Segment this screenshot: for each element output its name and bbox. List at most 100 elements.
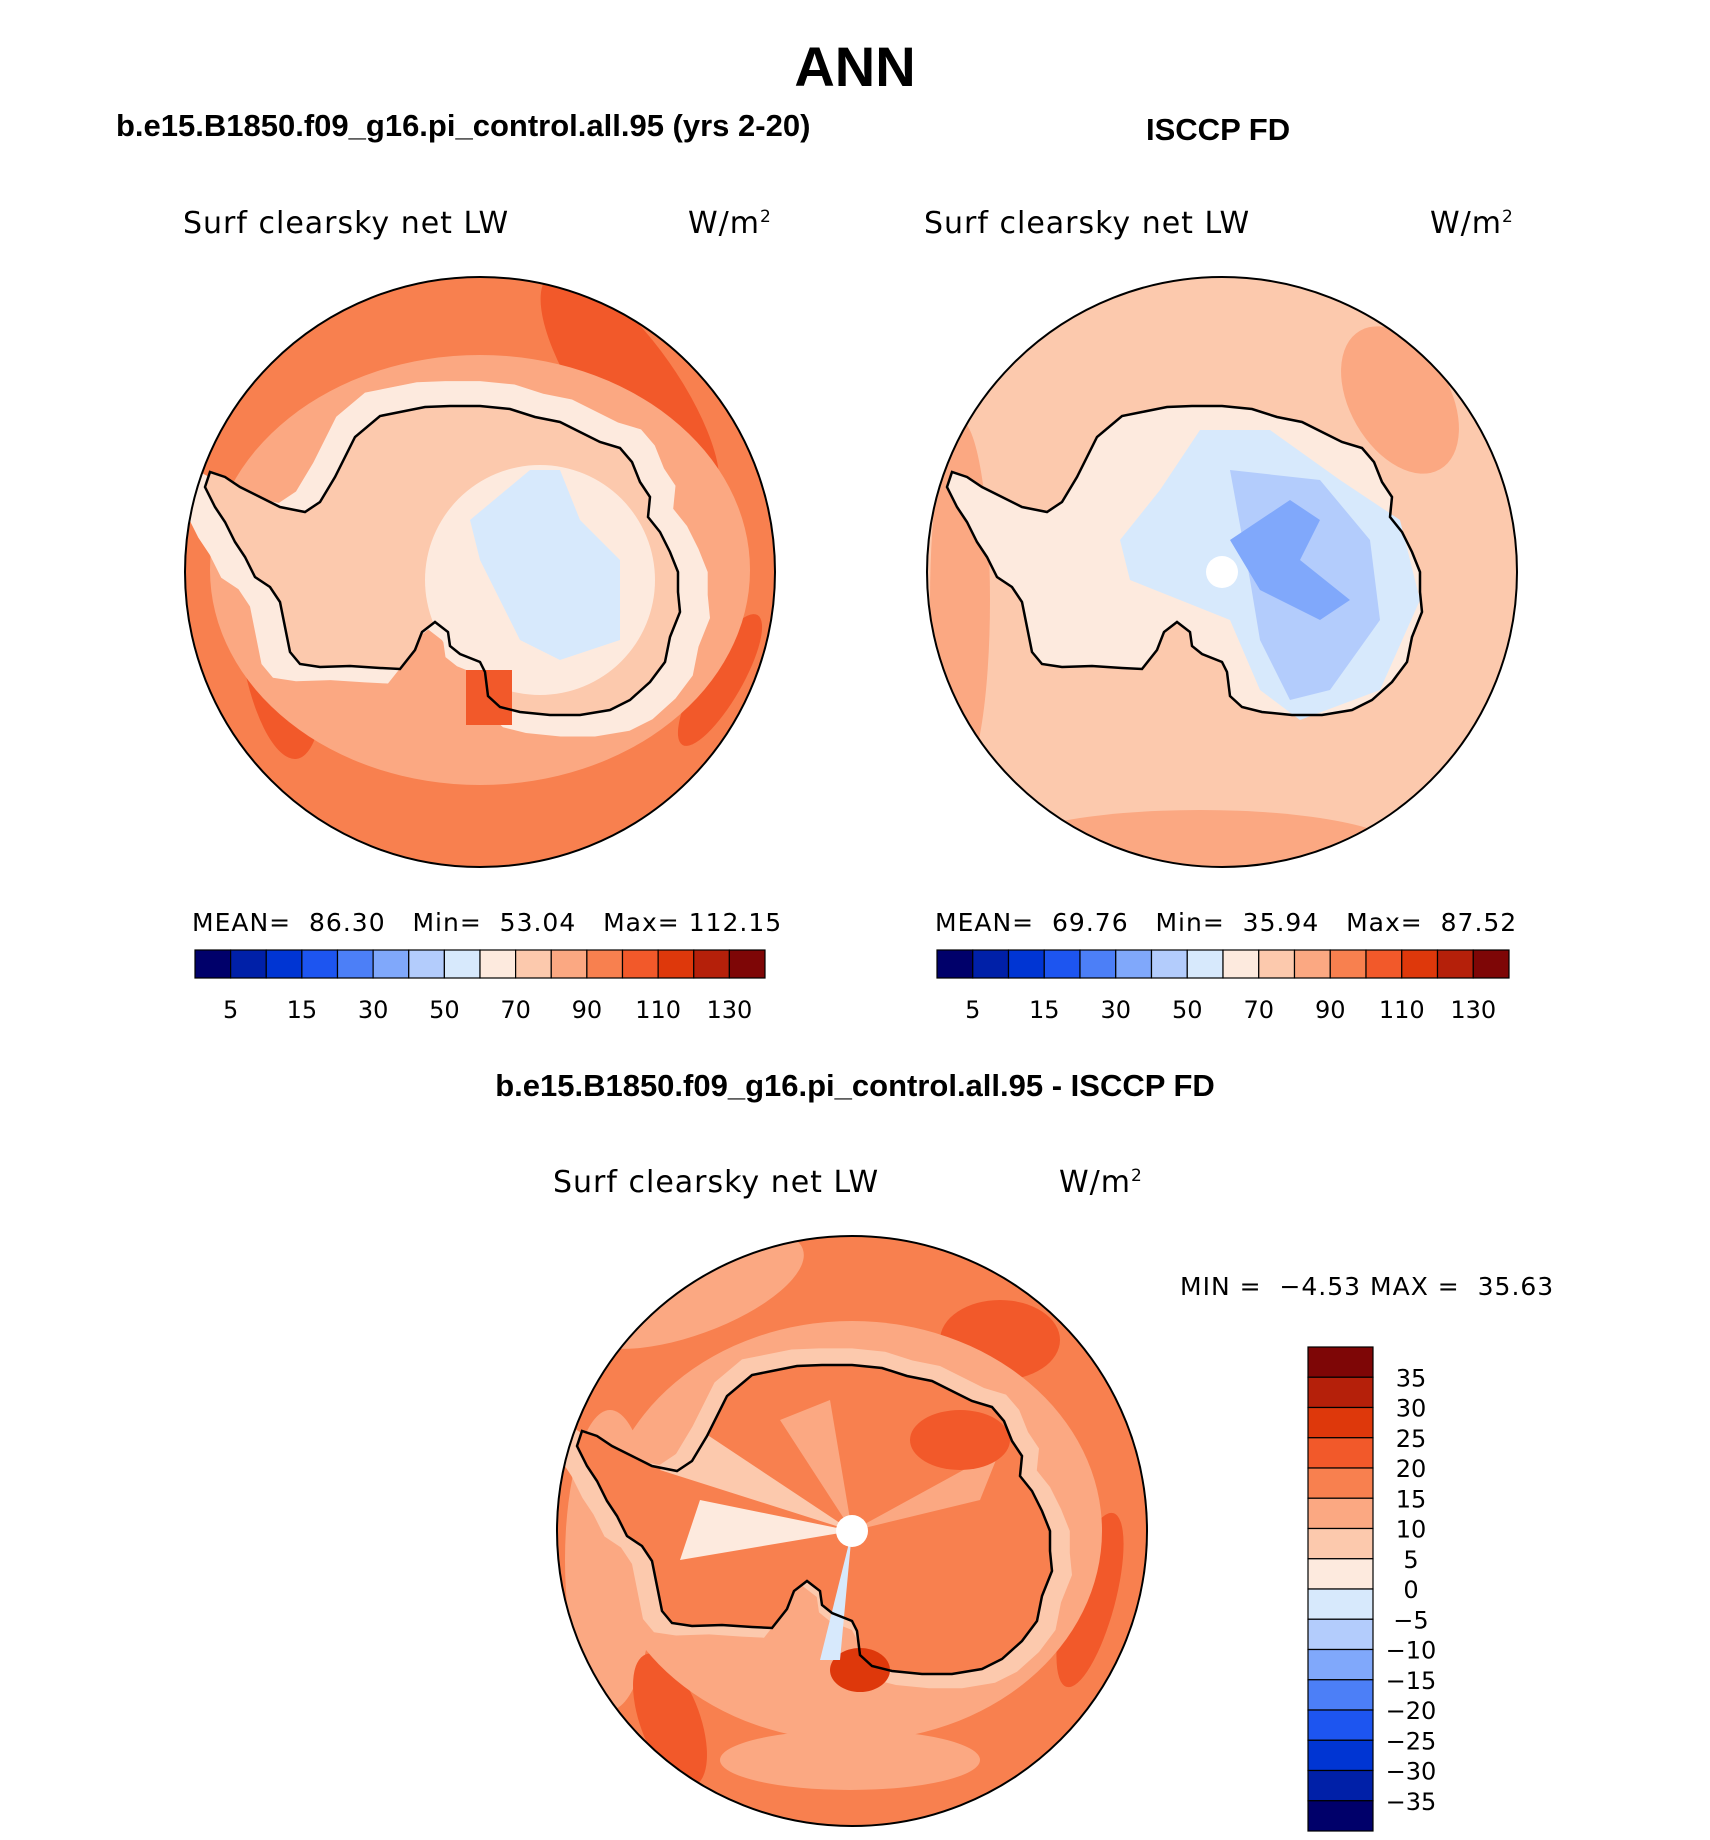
colorbar-obs-tick-label: 70 — [1243, 996, 1274, 1024]
colorbar-diff-tick-label: −30 — [1386, 1758, 1437, 1786]
pole-hole-diff — [836, 1515, 868, 1547]
colorbar-obs-tick-label: 50 — [1172, 996, 1203, 1024]
colorbar-obs-swatch — [1329, 949, 1367, 979]
diff-units: W/m2 — [1059, 1165, 1143, 1200]
colorbar-diff-tick-label: 20 — [1396, 1455, 1427, 1483]
colorbar-model-tick-label: 5 — [223, 996, 238, 1024]
colorbar-obs-tick-label: 15 — [1029, 996, 1060, 1024]
panel-obs-stats: MEAN= 69.76 Min= 35.94 Max= 87.52 — [935, 908, 1518, 937]
colorbar-diff-swatch — [1307, 1527, 1374, 1560]
colorbar-diff-tick-label: −15 — [1386, 1667, 1437, 1695]
colorbar-obs-swatch — [1365, 949, 1403, 979]
colorbar-diff-tick-label: 15 — [1396, 1485, 1427, 1513]
colorbar-obs-swatch — [1043, 949, 1081, 979]
colorbar-obs-swatch — [1186, 949, 1224, 979]
colorbar-model-swatch — [372, 949, 410, 979]
diff-variable: Surf clearsky net LW — [553, 1165, 880, 1200]
map-obs — [926, 276, 1518, 868]
colorbar-obs-tick-label: 90 — [1315, 996, 1346, 1024]
panel-obs-title: ISCCP FD — [1146, 112, 1291, 147]
colorbar-diff-tick-label: 10 — [1396, 1516, 1427, 1544]
map-model — [184, 276, 776, 868]
colorbar-obs: 5 15 30 50 70 90 110 130 — [936, 949, 1510, 1024]
colorbar-diff-swatch — [1307, 1648, 1374, 1681]
colorbar-diff-swatch — [1307, 1406, 1374, 1439]
colorbar-obs-swatch — [1401, 949, 1439, 979]
colorbar-model-tick-label: 130 — [706, 996, 752, 1024]
colorbar-obs-swatch — [972, 949, 1010, 979]
pole-hole-obs — [1206, 556, 1238, 588]
panel-model-stats: MEAN= 86.30 Min= 53.04 Max= 112.15 — [192, 908, 783, 937]
colorbar-obs-tick-label: 30 — [1100, 996, 1131, 1024]
colorbar-model-swatch — [194, 949, 232, 979]
panel-obs-units: W/m2 — [1430, 206, 1514, 241]
colorbar-model-swatch — [550, 949, 588, 979]
colorbar-model-swatch — [265, 949, 303, 979]
colorbar-obs-swatch — [1222, 949, 1260, 979]
colorbar-obs-swatch — [1293, 949, 1331, 979]
colorbar-obs-swatch — [1007, 949, 1045, 979]
colorbar-diff-tick-label: 0 — [1403, 1576, 1418, 1604]
colorbar-diff-swatch — [1307, 1437, 1374, 1469]
map-diff — [556, 1235, 1148, 1827]
colorbar-model-swatch — [301, 949, 339, 979]
colorbar-obs-swatch — [1115, 949, 1153, 979]
panel-obs-variable: Surf clearsky net LW — [924, 206, 1251, 241]
colorbar-model: 5 15 30 50 70 90 110 130 — [194, 949, 766, 1024]
colorbar-diff-swatch — [1307, 1376, 1374, 1409]
colorbar-diff-tick-label: 5 — [1403, 1546, 1418, 1574]
colorbar-model-swatch — [408, 949, 445, 979]
colorbar-diff-swatch — [1307, 1558, 1374, 1590]
colorbar-model-swatch — [693, 949, 730, 979]
colorbar-diff-swatch — [1307, 1709, 1374, 1741]
colorbar-diff-tick-label: 30 — [1396, 1395, 1427, 1423]
colorbar-obs-swatch — [1436, 949, 1474, 979]
colorbar-obs-tick-label: 5 — [965, 996, 980, 1024]
colorbar-diff-swatch — [1307, 1769, 1374, 1802]
colorbar-model-swatch — [515, 949, 552, 979]
colorbar-obs-tick-label: 110 — [1379, 996, 1425, 1024]
colorbar-diff-tick-label: 35 — [1396, 1364, 1427, 1392]
colorbar-model-tick-label: 90 — [572, 996, 603, 1024]
panel-model-title: b.e15.B1850.f09_g16.pi_control.all.95 (y… — [116, 108, 811, 143]
main-title: ANN — [794, 35, 916, 98]
colorbar-diff-swatch — [1307, 1618, 1374, 1651]
colorbar-model-tick-label: 30 — [358, 996, 389, 1024]
colorbar-model-swatch — [479, 949, 517, 979]
diff-panel-title: b.e15.B1850.f09_g16.pi_control.all.95 - … — [495, 1068, 1215, 1103]
colorbar-model-swatch — [230, 949, 267, 979]
colorbar-obs-swatch — [1079, 949, 1117, 979]
colorbar-model-tick-label: 15 — [287, 996, 318, 1024]
colorbar-diff-tick-label: −35 — [1386, 1788, 1437, 1816]
colorbar-obs-swatch — [936, 949, 974, 979]
diff-stats: MIN = −4.53 MAX = 35.63 — [1180, 1272, 1555, 1301]
colorbar-diff-swatch — [1307, 1588, 1374, 1620]
colorbar-model-tick-label: 50 — [429, 996, 460, 1024]
colorbar-model-tick-label: 70 — [500, 996, 531, 1024]
colorbar-obs-swatch — [1258, 949, 1296, 979]
colorbar-model-swatch — [728, 949, 766, 979]
colorbar-diff-tick-label: −25 — [1386, 1727, 1437, 1755]
colorbar-diff-tick-label: −10 — [1386, 1637, 1437, 1665]
panel-model-variable: Surf clearsky net LW — [183, 206, 510, 241]
colorbar-model-swatch — [443, 949, 481, 979]
colorbar-obs-tick-label: 130 — [1450, 996, 1496, 1024]
colorbar-diff-swatch — [1307, 1497, 1374, 1530]
panel-model-units: W/m2 — [688, 206, 772, 241]
colorbar-diff-swatch — [1307, 1679, 1374, 1711]
colorbar-model-swatch — [336, 949, 374, 979]
colorbar-obs-swatch — [1472, 949, 1510, 979]
colorbar-diff-tick-label: −5 — [1393, 1606, 1428, 1634]
colorbar-model-tick-label: 110 — [635, 996, 681, 1024]
colorbar-diff-swatch — [1307, 1739, 1374, 1772]
colorbar-diff-swatch — [1307, 1800, 1374, 1832]
colorbar-obs-swatch — [1150, 949, 1188, 979]
colorbar-diff-swatch — [1307, 1346, 1374, 1378]
colorbar-model-swatch — [621, 949, 659, 979]
colorbar-model-swatch — [586, 949, 624, 979]
colorbar-model-swatch — [657, 949, 695, 979]
colorbar-diff-tick-label: 25 — [1396, 1425, 1427, 1453]
colorbar-diff-swatch — [1307, 1467, 1374, 1499]
